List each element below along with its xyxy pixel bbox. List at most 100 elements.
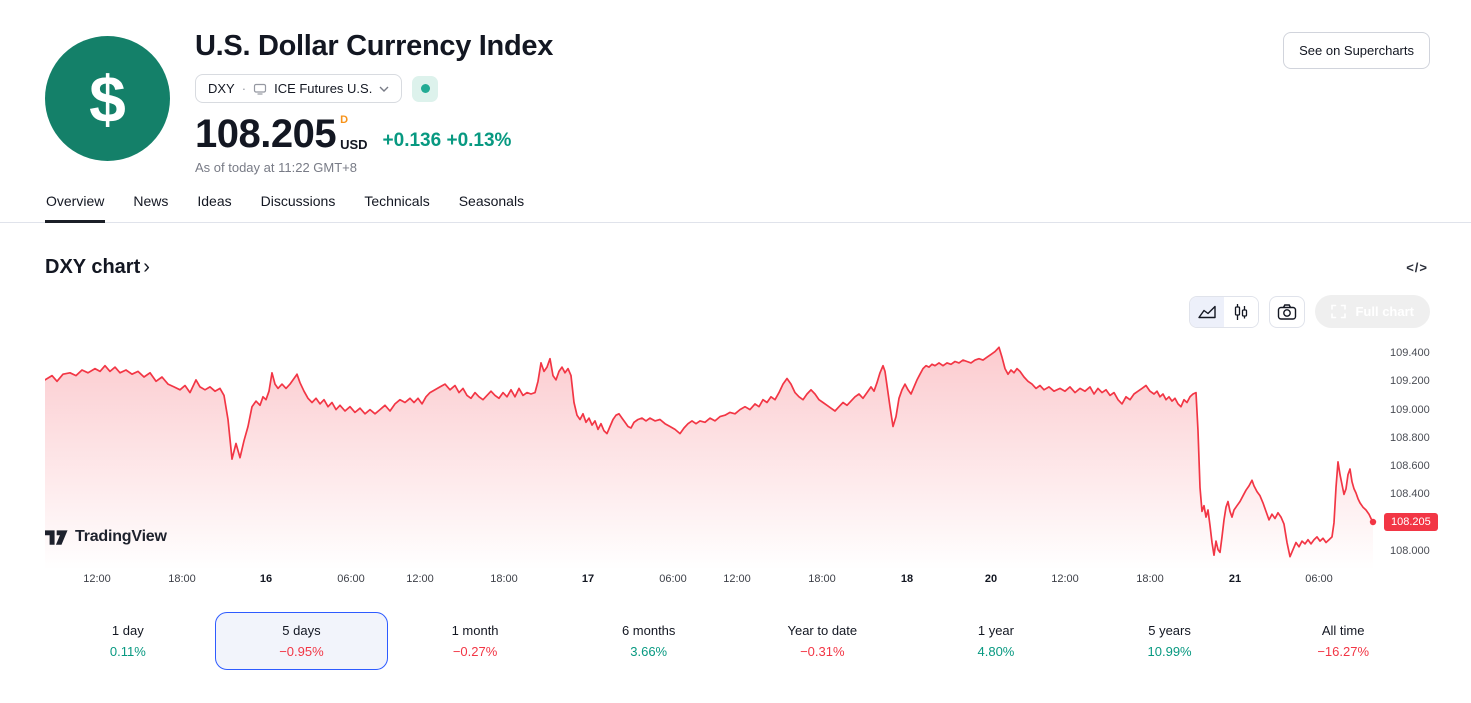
- tradingview-watermark-label: TradingView: [75, 528, 167, 545]
- time-axis-label: 06:00: [659, 573, 687, 585]
- full-chart-label: Full chart: [1355, 304, 1414, 319]
- period-change: 10.99%: [1147, 644, 1192, 659]
- tab-news[interactable]: News: [132, 187, 169, 222]
- time-axis-label: 12:00: [1051, 573, 1079, 585]
- symbol-selector[interactable]: DXY · ICE Futures U.S.: [195, 74, 403, 103]
- chevron-right-icon: ›: [143, 256, 150, 278]
- price-axis-label: 109.200: [1390, 375, 1430, 388]
- period-change: −16.27%: [1317, 644, 1370, 659]
- period-label: 1 day: [111, 623, 144, 638]
- time-axis: 12:00 18:00 16 06:00 12:00 18:00 17 06:00 12:00 1…: [0, 572, 1471, 592]
- period-label: Year to date: [787, 623, 858, 638]
- camera-icon: [1278, 303, 1297, 320]
- time-axis-day-label: 18: [900, 573, 914, 585]
- full-chart-button[interactable]: Full chart: [1315, 295, 1430, 328]
- exchange-icon: [253, 83, 267, 95]
- see-on-supercharts-button[interactable]: See on Supercharts: [1283, 32, 1430, 69]
- chart-toolbar: Full chart: [0, 279, 1471, 328]
- tabs: Overview News Ideas Discussions Technicals Se…: [0, 175, 1471, 223]
- change-percent: +0.13%: [446, 130, 512, 151]
- time-axis-label: 12:00: [83, 573, 111, 585]
- period-button-1-day[interactable]: 1 day 0.11%: [41, 612, 215, 670]
- period-label: 1 month: [451, 623, 499, 638]
- snapshot-camera-button[interactable]: [1269, 295, 1306, 328]
- candlestick-icon: [1235, 303, 1248, 320]
- price-axis-label: 109.400: [1390, 347, 1430, 359]
- area-chart-type-button[interactable]: [1190, 296, 1225, 327]
- symbol-info: U.S. Dollar Currency Index DXY · ICE Fut…: [195, 30, 553, 175]
- time-axis-label: 12:00: [723, 573, 751, 585]
- period-change-buttons: 1 day 0.11% 5 days −0.95% 1 month −0.27% 6 mon…: [41, 612, 1430, 670]
- market-status-badge: [412, 75, 439, 102]
- candlestick-chart-type-button[interactable]: [1224, 296, 1259, 327]
- area-line-plot[interactable]: [45, 334, 1378, 570]
- price-change: +0.136 +0.13%: [383, 131, 512, 150]
- period-change: 3.66%: [630, 644, 668, 659]
- time-axis-label: 06:00: [1305, 573, 1333, 585]
- time-axis-label: 18:00: [1136, 573, 1164, 585]
- page-title: U.S. Dollar Currency Index: [195, 30, 554, 62]
- dollar-sign: $: [89, 61, 126, 136]
- change-absolute: +0.136: [382, 130, 442, 151]
- period-label: 1 year: [977, 623, 1014, 638]
- chart-title-link[interactable]: DXY chart ›: [45, 256, 150, 279]
- period-button-1-month[interactable]: 1 month −0.27%: [388, 612, 562, 670]
- price-unit: D USD: [340, 115, 368, 152]
- time-axis-day-label: 16: [259, 573, 273, 585]
- time-axis-label: 18:00: [490, 573, 518, 585]
- market-open-dot: [420, 84, 430, 93]
- price-row: 108.205 D USD +0.136 +0.13%: [195, 112, 553, 156]
- chevron-down-icon: [379, 86, 389, 92]
- period-button-6-months[interactable]: 6 months 3.66%: [562, 612, 736, 670]
- symbol-logo: $: [45, 36, 170, 161]
- time-axis-day-label: 20: [984, 573, 998, 585]
- tradingview-watermark[interactable]: TradingView: [45, 528, 167, 546]
- last-price: 108.205: [195, 112, 337, 156]
- embed-code-icon[interactable]: </>: [1406, 260, 1428, 275]
- period-label: 6 months: [621, 623, 676, 638]
- time-axis-label: 18:00: [808, 573, 836, 585]
- period-label: All time: [1321, 623, 1365, 638]
- period-label: 5 days: [282, 623, 321, 638]
- currency-label: USD: [340, 137, 368, 152]
- time-axis-day-label: 21: [1228, 573, 1242, 585]
- time-axis-label: 18:00: [168, 573, 196, 585]
- tab-discussions[interactable]: Discussions: [260, 187, 337, 222]
- exchange-name: ICE Futures U.S.: [274, 81, 373, 96]
- price-axis-label: 108.000: [1390, 545, 1430, 557]
- separator-dot: ·: [241, 81, 247, 96]
- price-chart[interactable]: 109.400 109.200 109.000 108.800 108.600 108.4…: [0, 334, 1471, 570]
- fullscreen-icon: [1331, 304, 1347, 319]
- symbol-header: $ U.S. Dollar Currency Index DXY · ICE F…: [0, 0, 1471, 175]
- period-button-all-time[interactable]: All time −16.27%: [1256, 612, 1430, 670]
- period-change: −0.27%: [452, 644, 498, 659]
- period-change: −0.31%: [800, 644, 845, 659]
- as-of-timestamp: As of today at 11:22 GMT+8: [195, 160, 357, 175]
- period-button-year-to-date[interactable]: Year to date −0.31%: [736, 612, 910, 670]
- price-axis-label: 108.400: [1390, 488, 1430, 501]
- tab-ideas[interactable]: Ideas: [196, 187, 232, 222]
- chart-section: DXY chart › </>: [0, 223, 1471, 670]
- time-axis-day-label: 17: [581, 573, 595, 585]
- symbol-row: DXY · ICE Futures U.S.: [195, 74, 553, 103]
- tab-seasonals[interactable]: Seasonals: [458, 187, 525, 222]
- period-button-5-days[interactable]: 5 days −0.95%: [214, 612, 389, 670]
- period-button-5-years[interactable]: 5 years 10.99%: [1083, 612, 1257, 670]
- tab-overview[interactable]: Overview: [45, 187, 106, 223]
- symbol-header-left: $ U.S. Dollar Currency Index DXY · ICE F…: [45, 30, 553, 175]
- price-axis-label: 108.600: [1390, 460, 1430, 473]
- price-axis-label: 109.000: [1390, 403, 1430, 416]
- period-button-1-year[interactable]: 1 year 4.80%: [909, 612, 1083, 670]
- period-change: 0.11%: [109, 644, 146, 659]
- period-change: 4.80%: [977, 644, 1015, 659]
- last-price-dot: [1369, 518, 1377, 526]
- price-axis-label: 108.800: [1390, 431, 1430, 444]
- time-axis-label: 12:00: [406, 573, 434, 585]
- time-axis-label: 06:00: [337, 573, 365, 585]
- chart-title: DXY chart: [45, 256, 141, 278]
- tab-technicals[interactable]: Technicals: [363, 187, 430, 222]
- series-line: [45, 346, 1374, 558]
- area-chart-icon: [1198, 305, 1217, 318]
- chart-type-segmented-control: [1189, 295, 1260, 328]
